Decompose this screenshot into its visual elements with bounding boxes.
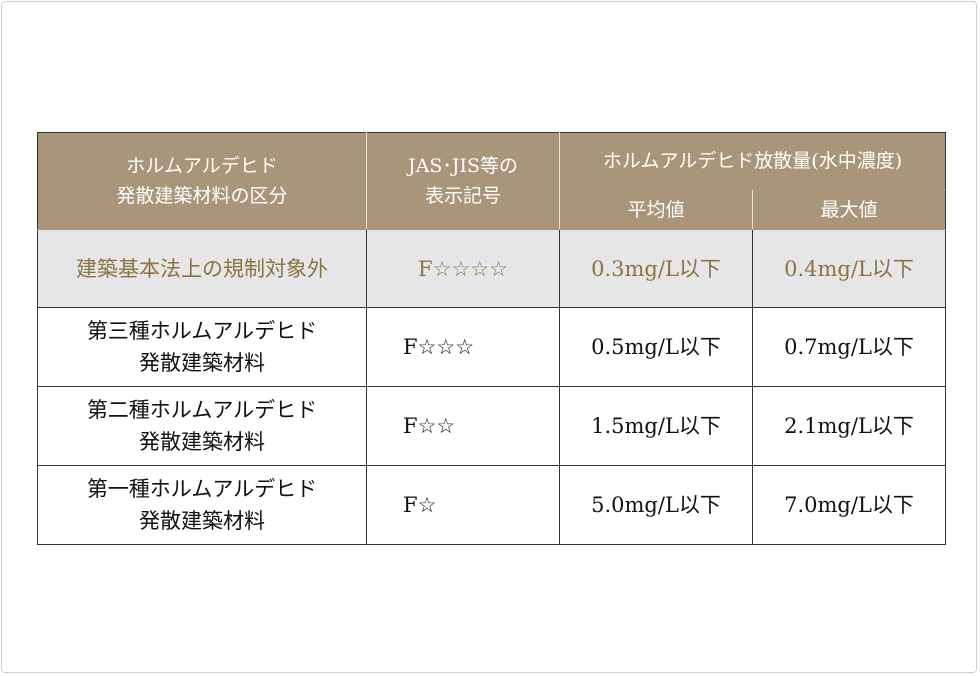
category-text: 発散建築材料 bbox=[139, 351, 265, 375]
header-category-line1: ホルムアルデヒド bbox=[126, 155, 278, 177]
header-emission: ホルムアルデヒド放散量(水中濃度) bbox=[558, 132, 947, 190]
row-average: 1.5mg/L以下 bbox=[559, 386, 753, 466]
row-category: 第三種ホルムアルデヒド 発散建築材料 bbox=[37, 307, 367, 387]
category-text: 第一種ホルムアルデヒド bbox=[86, 477, 318, 501]
row-average: 0.3mg/L以下 bbox=[559, 229, 753, 308]
header-symbol-line1: JAS･JIS等の bbox=[408, 155, 518, 177]
row-maximum: 2.1mg/L以下 bbox=[751, 386, 947, 466]
table-row: 第二種ホルムアルデヒド 発散建築材料 F☆☆ 1.5mg/L以下 2.1mg/L以… bbox=[37, 386, 947, 466]
row-symbol: F☆☆☆ bbox=[366, 307, 560, 387]
header-category: ホルムアルデヒド 発散建築材料の区分 bbox=[37, 132, 367, 230]
header-maximum: 最大値 bbox=[751, 189, 947, 230]
category-text: 建築基本法上の規制対象外 bbox=[76, 256, 328, 281]
formaldehyde-table: ホルムアルデヒド 発散建築材料の区分 JAS･JIS等の 表示記号 ホルムアルデ… bbox=[37, 132, 947, 545]
row-category: 第二種ホルムアルデヒド 発散建築材料 bbox=[37, 386, 367, 466]
row-symbol: F☆☆ bbox=[366, 386, 560, 466]
row-symbol: F☆ bbox=[366, 465, 560, 545]
header-symbol: JAS･JIS等の 表示記号 bbox=[366, 132, 560, 230]
header-category-line2: 発散建築材料の区分 bbox=[116, 185, 288, 207]
row-average: 0.5mg/L以下 bbox=[559, 307, 753, 387]
category-text: 第二種ホルムアルデヒド bbox=[86, 398, 318, 422]
category-text: 発散建築材料 bbox=[139, 430, 265, 454]
table-row: 第三種ホルムアルデヒド 発散建築材料 F☆☆☆ 0.5mg/L以下 0.7mg/L… bbox=[37, 307, 947, 387]
table-row: 第一種ホルムアルデヒド 発散建築材料 F☆ 5.0mg/L以下 7.0mg/L以下 bbox=[37, 465, 947, 545]
row-category: 建築基本法上の規制対象外 bbox=[37, 229, 367, 308]
row-symbol: F☆☆☆☆ bbox=[366, 229, 560, 308]
category-text: 第三種ホルムアルデヒド bbox=[86, 319, 318, 343]
category-text: 発散建築材料 bbox=[139, 509, 265, 533]
row-average: 5.0mg/L以下 bbox=[559, 465, 753, 545]
header-symbol-line2: 表示記号 bbox=[424, 185, 501, 207]
row-maximum: 7.0mg/L以下 bbox=[751, 465, 947, 545]
row-maximum: 0.7mg/L以下 bbox=[751, 307, 947, 387]
row-maximum: 0.4mg/L以下 bbox=[751, 229, 947, 308]
row-category: 第一種ホルムアルデヒド 発散建築材料 bbox=[37, 465, 367, 545]
table-row: 建築基本法上の規制対象外 F☆☆☆☆ 0.3mg/L以下 0.4mg/L以下 bbox=[37, 229, 947, 308]
header-average: 平均値 bbox=[559, 189, 753, 230]
